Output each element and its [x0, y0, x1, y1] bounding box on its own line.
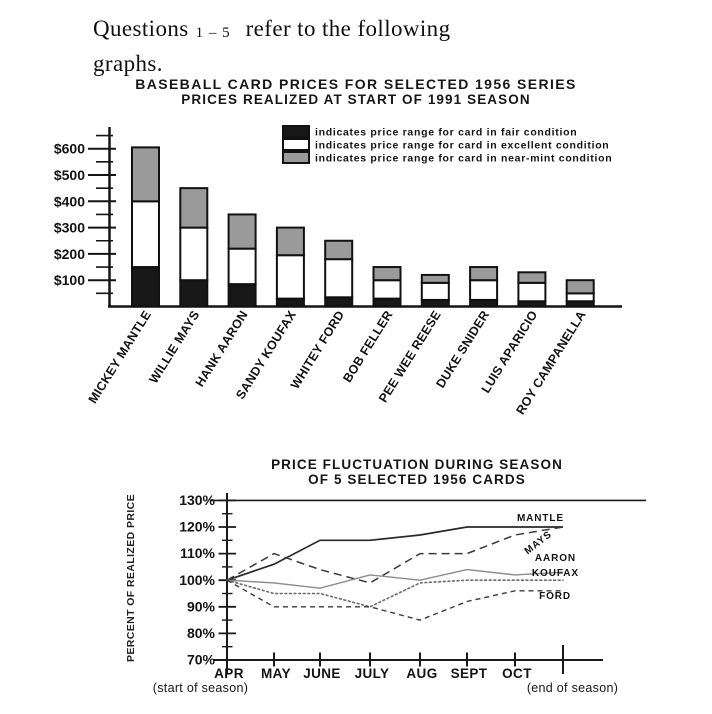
- bar-category-label: WILLIE MAYS: [146, 308, 202, 386]
- legend-label-fair: indicates price range for card in fair c…: [315, 126, 577, 138]
- end-of-season-note: (end of season): [526, 681, 619, 695]
- bar-segment-near-mint: [131, 146, 160, 203]
- legend-swatch-excellent: [282, 138, 310, 151]
- heading-question-range: 1 – 5: [195, 25, 231, 41]
- question-heading: Questions 1 – 5 refer to the following gra…: [93, 13, 450, 79]
- y-axis-tick-label: $200: [54, 246, 85, 262]
- bar-segment-excellent: [517, 281, 547, 303]
- y-axis-tick-label: $500: [54, 167, 85, 183]
- bar-segment-excellent: [275, 254, 305, 300]
- bar-category-label: MICKEY MANTLE: [86, 308, 154, 406]
- y-axis-tick-label: 90%: [187, 598, 216, 614]
- bar-segment-near-mint: [420, 273, 450, 284]
- bar-segment-near-mint: [372, 266, 402, 282]
- bar-chart-title: BASEBALL CARD PRICES FOR SELECTED 1956 S…: [135, 76, 577, 92]
- month-label: AUG: [406, 666, 437, 681]
- bar-segment-excellent: [372, 279, 402, 300]
- bar-segment-excellent: [420, 281, 450, 301]
- y-axis-tick-label: 70%: [187, 652, 216, 668]
- start-of-season-note: (start of season): [152, 681, 249, 695]
- y-axis-tick-label: 130%: [179, 492, 215, 508]
- series-line-koufax: [226, 579, 564, 608]
- heading-suffix: refer to the following: [245, 16, 451, 41]
- bar-segment-fair: [275, 297, 305, 308]
- y-axis-tick-label: 80%: [187, 625, 216, 641]
- series-line-mays: [226, 526, 564, 584]
- line-chart-title: PRICE FLUCTUATION DURING SEASON: [271, 457, 563, 472]
- bar-segment-fair: [372, 297, 402, 308]
- month-label: JUNE: [303, 666, 341, 681]
- bar-segment-excellent: [565, 292, 595, 303]
- bar-segment-fair: [324, 296, 354, 308]
- series-label-mantle: MANTLE: [517, 513, 564, 524]
- bar-chart-subtitle: PRICES REALIZED AT START OF 1991 SEASON: [181, 92, 531, 107]
- series-line-ford: [226, 579, 563, 621]
- bar-segment-excellent: [131, 200, 160, 269]
- legend-label-near-mint: indicates price range for card in near-m…: [315, 152, 612, 164]
- month-label: OCT: [502, 666, 532, 681]
- bar-segment-excellent: [179, 226, 209, 282]
- month-label: APR: [214, 666, 244, 681]
- series-label-koufax: KOUFAX: [532, 568, 579, 579]
- month-label: MAY: [261, 666, 291, 681]
- heading-line2: graphs.: [93, 51, 163, 76]
- legend-swatch-near-mint: [282, 151, 310, 164]
- line-chart-y-axis-title: PERCENT OF REALIZED PRICE: [125, 493, 137, 663]
- month-label: JULY: [355, 666, 390, 681]
- series-line-aaron: [226, 568, 564, 589]
- bar-segment-near-mint: [565, 279, 595, 295]
- y-axis-tick-label: $400: [54, 193, 85, 209]
- bar-segment-near-mint: [517, 271, 547, 284]
- series-line-mantle: [226, 526, 563, 582]
- bar-segment-excellent: [324, 258, 354, 299]
- y-axis-tick-label: 110%: [180, 545, 216, 561]
- series-label-ford: FORD: [539, 591, 571, 602]
- y-axis-tick-label: $600: [54, 141, 85, 157]
- bar-segment-excellent: [469, 279, 499, 301]
- bar-segment-near-mint: [469, 266, 499, 282]
- bar-segment-fair: [179, 279, 209, 308]
- bar-category-label: BOB FELLER: [340, 308, 395, 385]
- y-axis-tick-label: 120%: [179, 519, 215, 535]
- bar-segment-near-mint: [227, 213, 257, 250]
- line-chart-subtitle: OF 5 SELECTED 1956 CARDS: [308, 472, 526, 487]
- heading-prefix: Questions: [93, 16, 189, 41]
- legend-label-excellent: indicates price range for card in excell…: [315, 139, 609, 151]
- month-label: SEPT: [451, 666, 488, 681]
- bar-category-label: HANK AARON: [193, 308, 251, 389]
- bar-segment-fair: [131, 266, 160, 308]
- bar-segment-near-mint: [275, 226, 305, 257]
- bar-segment-near-mint: [179, 187, 209, 229]
- bar-category-label: WHITEY FORD: [288, 308, 347, 391]
- bar-segment-excellent: [227, 247, 257, 286]
- bar-segment-near-mint: [324, 239, 354, 261]
- bar-segment-fair: [227, 283, 257, 308]
- y-axis-tick-label: $100: [54, 272, 85, 288]
- y-axis-tick-label: 100%: [179, 572, 215, 588]
- bar-category-label: DUKE SNIDER: [433, 308, 492, 390]
- y-axis-tick-label: $300: [54, 220, 85, 236]
- series-label-aaron: AARON: [535, 553, 576, 564]
- legend-swatch-fair: [282, 125, 310, 138]
